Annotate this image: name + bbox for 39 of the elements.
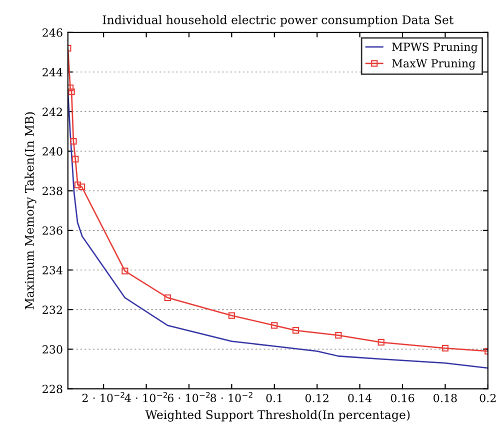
x-tick-label: 0.16 <box>390 394 414 402</box>
point <box>335 332 342 339</box>
x-axis-title: Weighted Support Threshold(In percentage) <box>145 410 410 422</box>
x-tick-label: 0.18 <box>434 394 457 402</box>
point <box>68 88 75 96</box>
y-tick-label: 240 <box>42 147 62 156</box>
y-tick-label: 232 <box>42 306 62 314</box>
y-tick-label: 244 <box>42 68 62 76</box>
point <box>70 138 77 145</box>
y-tick-label: 242 <box>42 108 62 116</box>
point <box>271 322 278 329</box>
x-tick-label: 0.12 <box>305 394 328 402</box>
point <box>442 344 449 352</box>
point <box>292 327 300 334</box>
y-axis-title: Maximum Memory Taken(In MB) <box>24 112 36 310</box>
point <box>78 184 86 190</box>
x-tick-label: 4 · 10$^{−2}$ <box>124 392 167 402</box>
point <box>378 338 384 346</box>
legend-label: MaxW Pruning <box>392 59 476 70</box>
chart-title: Individual household electric power consumption Data Set <box>102 15 454 27</box>
y-tick-label: 236 <box>42 226 62 235</box>
legend-label: MPWS Pruning <box>392 42 478 54</box>
y-tick-label: 230 <box>42 345 62 354</box>
y-tick-label: 234 <box>42 266 62 274</box>
point <box>68 84 74 92</box>
x-tick-label: 8 · 10$^{−2}$ <box>210 392 252 402</box>
point <box>164 294 171 302</box>
y-tick-label: 238 <box>42 186 62 196</box>
x-tick-label: 0.1 <box>266 394 282 402</box>
point <box>74 182 82 188</box>
x-tick-label: 6 · 10$^{−2}$ <box>168 392 210 402</box>
point <box>72 156 79 162</box>
y-tick-label: 246 <box>42 28 62 37</box>
y-tick-label: 228 <box>42 384 62 394</box>
point <box>228 312 236 319</box>
x-tick-label: 0.2 <box>480 394 496 402</box>
x-tick-label: 2 · 10$^{−2}$ <box>82 392 124 402</box>
x-tick-label: 0.14 <box>348 394 372 402</box>
point <box>122 268 128 274</box>
